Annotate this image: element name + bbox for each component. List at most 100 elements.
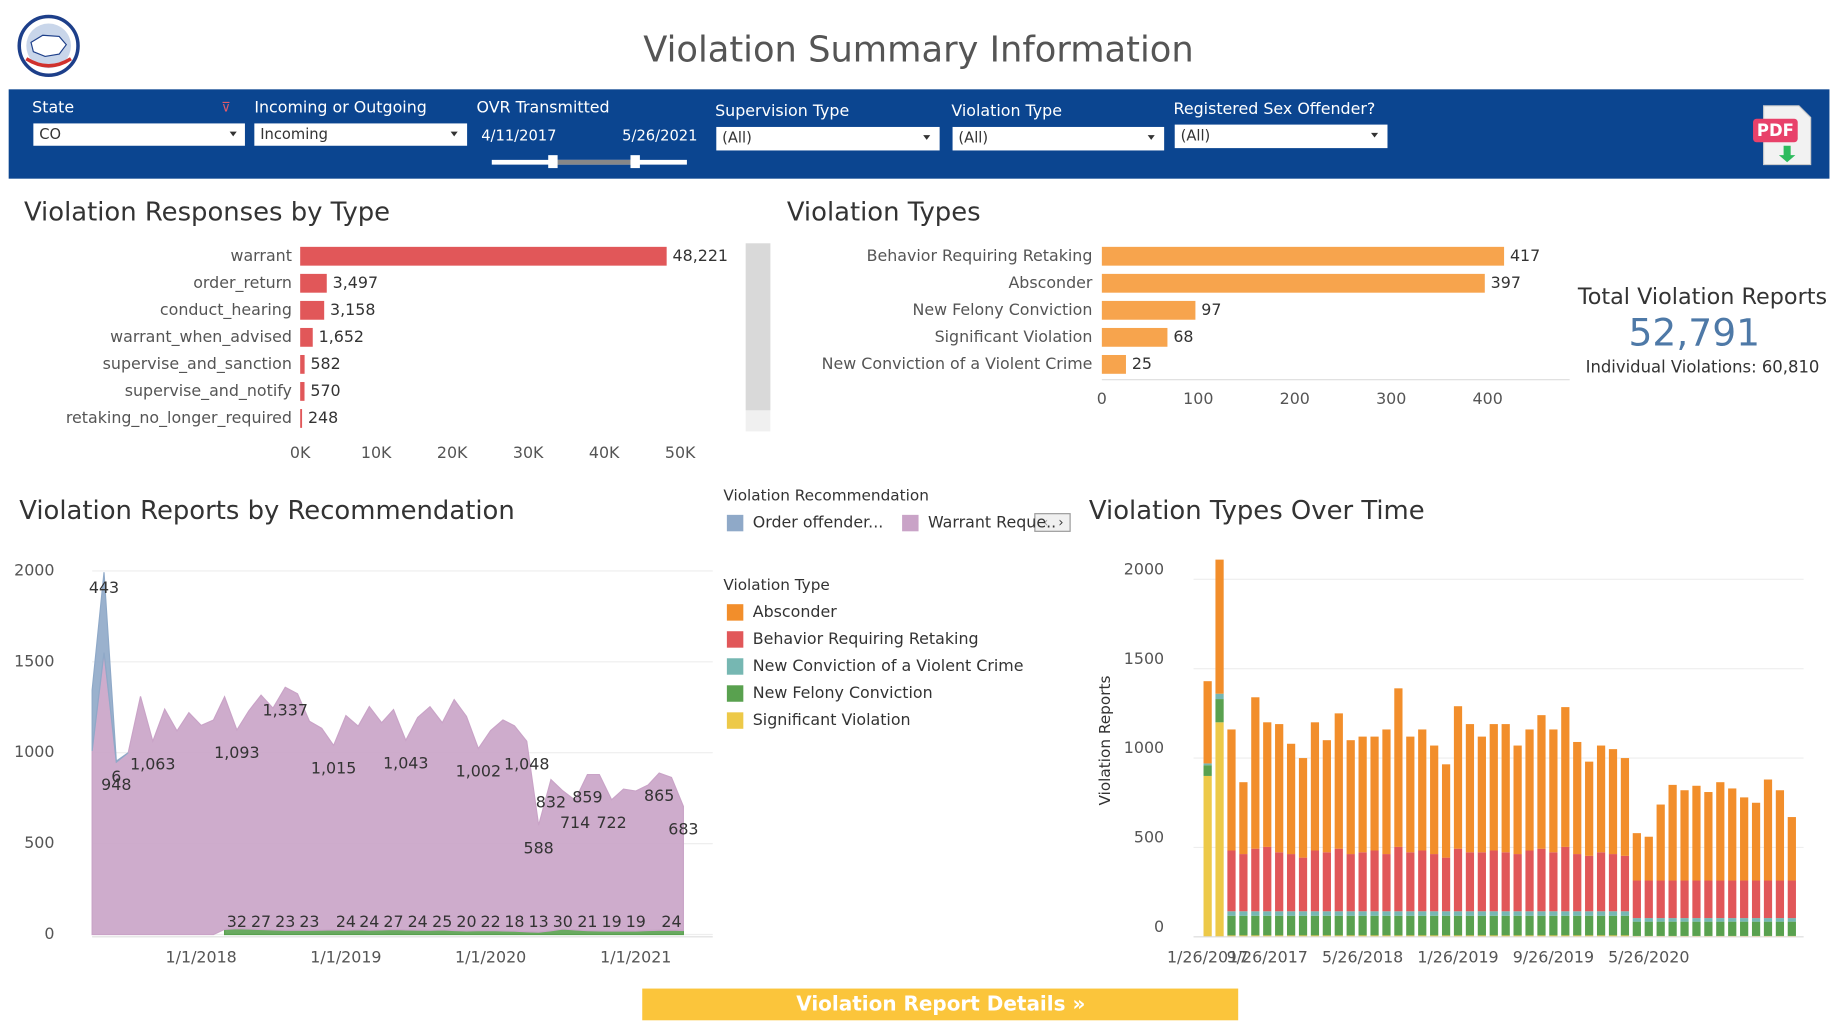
bar-segment [1668,784,1677,881]
dropdown[interactable] [1174,124,1388,149]
bar-segment [1740,918,1749,922]
data-label: 1,015 [311,758,356,777]
bar-segment [1573,915,1582,936]
bar-segment [1322,911,1331,916]
bar-segment [1489,935,1498,937]
bar-segment [1775,880,1785,919]
dropdown[interactable] [952,126,1165,151]
slider-handle[interactable] [630,155,640,169]
data-label: 1,043 [383,753,428,772]
bar-segment [1740,797,1749,881]
bar-segment [1549,911,1558,916]
bar-segment [1430,911,1439,916]
bar-segment [1358,852,1367,912]
x-tick-label: 20K [437,443,468,462]
data-label: 27 [251,912,271,931]
bar-segment [1501,724,1510,853]
bar-segment [1561,846,1570,912]
range-end: 5/26/2021 [622,127,697,144]
pager-prev[interactable]: ‹ [1043,516,1048,531]
category-label: warrant [231,246,292,265]
bar-segment [1644,918,1653,922]
bar-segment [1561,935,1570,937]
bar-segment [1239,935,1248,937]
slider-handle[interactable] [548,155,558,169]
category-label: retaking_no_longer_required [66,408,292,428]
legend-label: Behavior Requiring Retaking [753,629,979,648]
bar-segment [1656,804,1665,881]
dropdown[interactable] [254,123,468,146]
pager-next[interactable]: › [1058,516,1063,531]
bar-segment [1227,850,1236,912]
bar [1101,273,1485,293]
bar-segment [1263,846,1272,912]
dropdown-value: Incoming [260,126,328,143]
scrollbar-thumb[interactable] [745,243,771,411]
bar [1101,300,1196,320]
button-label: Violation Report Details » [796,992,1085,1016]
data-label: 23 [299,912,319,931]
bar-segment [1382,854,1391,912]
bar [300,327,313,347]
bar-segment [1620,758,1630,856]
bar-segment [1215,722,1224,937]
value-label: 248 [308,408,338,427]
bar-segment [1286,743,1296,855]
bar-segment [1370,935,1379,937]
data-label: 27 [383,912,403,931]
bar-segment [1549,729,1558,853]
bar-segment [1763,921,1773,936]
x-tick-label: 9/26/2017 [1227,947,1308,966]
details-button[interactable]: Violation Report Details » [642,988,1239,1021]
dropdown[interactable] [33,123,245,146]
logo [17,14,80,77]
bar [300,246,667,266]
bar-segment [1275,724,1284,853]
bar-segment [1334,848,1343,912]
legend-label: Absconder [753,602,837,621]
bar-segment [1346,854,1355,912]
bar-segment [1310,915,1320,936]
bar-segment [1382,729,1391,855]
bar-segment [1239,854,1248,912]
bar-segment [1394,688,1403,847]
pdf-button[interactable]: PDF [1753,105,1812,166]
bar-segment [1763,918,1773,922]
bar-segment [1251,911,1260,916]
dropdown[interactable] [716,126,940,151]
bar-segment [1608,935,1618,937]
dropdown-value: (All) [958,130,988,147]
bar-segment [1275,915,1284,936]
bar-segment [1215,699,1224,723]
bar-segment [1716,921,1725,936]
bar-segment [1203,763,1212,766]
clear-filter-icon[interactable]: ⊽ [221,101,230,116]
category-label: New Felony Conviction [912,300,1092,319]
bar-segment [1215,559,1224,694]
bar-segment [1596,915,1606,936]
data-label: 865 [644,786,674,805]
y-tick-label: 1500 [14,651,54,670]
bar-segment [1763,779,1773,881]
bar [1101,354,1126,374]
bar-segment [1346,740,1355,855]
category-label: supervise_and_sanction [103,354,292,374]
bar-segment [1358,915,1367,936]
bar-segment [1251,935,1260,937]
bar [300,354,305,374]
data-label: 25 [432,912,452,931]
bar-segment [1382,935,1391,937]
x-tick-label: 400 [1473,389,1503,408]
bar-segment [1406,935,1415,937]
bar-segment [1680,921,1689,936]
bar-segment [1751,918,1761,922]
dropdown-value: (All) [722,130,752,147]
legend-pager[interactable] [1034,513,1071,532]
bar-segment [1728,788,1737,881]
bar-segment [1513,935,1522,937]
bar-segment [1596,911,1606,916]
bar-segment [1549,915,1558,936]
value-label: 417 [1510,246,1540,265]
x-tick-label: 9/26/2019 [1513,947,1594,966]
data-label: 443 [89,578,119,597]
